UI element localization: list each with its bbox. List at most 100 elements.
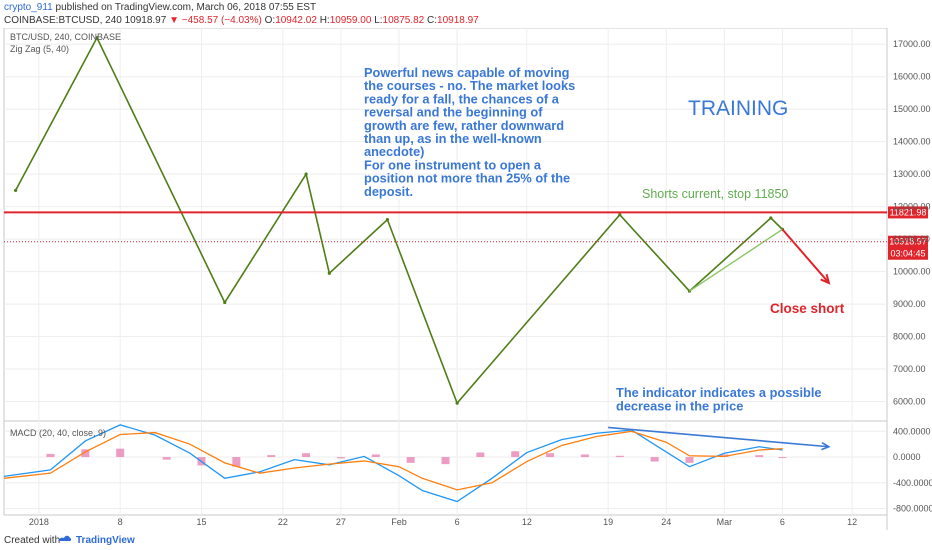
low-label: L: xyxy=(374,15,383,26)
zigzag-pivot xyxy=(223,300,227,305)
price-change: −458.57 (−4.03%) xyxy=(181,15,262,26)
zigzag-pivot xyxy=(385,218,390,222)
histogram-bar xyxy=(116,448,125,458)
horizontal-lines: 11821.98 10918.97 03:04:45 xyxy=(4,206,928,285)
time-tick-label: 19 xyxy=(603,517,613,527)
macd-tick-label: 0.0000 xyxy=(893,452,921,462)
price-tick-label: 7000.00 xyxy=(893,364,926,374)
shorts-stop-note: Shorts current, stop 11850 xyxy=(642,187,788,201)
arrow-head xyxy=(820,274,831,285)
zigzag-pivot xyxy=(455,401,459,405)
last-price: 10918.97 xyxy=(124,15,167,26)
high-value: 10959.00 xyxy=(329,15,372,26)
time-tick-label: 6 xyxy=(780,517,785,527)
symbol-header: COINBASE:BTCUSD, 240 10918.97 ▼ −458.57 … xyxy=(4,15,479,26)
histogram-bar xyxy=(232,457,241,467)
price-tag xyxy=(888,235,928,260)
publish-info: published on TradingView.com, March 06, … xyxy=(55,2,317,13)
time-tick-label: 2018 xyxy=(29,517,49,527)
time-tick-label: 22 xyxy=(278,517,288,527)
zigzag-pivot xyxy=(327,271,331,275)
histogram-bar xyxy=(81,449,90,458)
macd-trend-line xyxy=(608,426,829,448)
histogram-bar xyxy=(336,457,345,459)
time-tick-label: 15 xyxy=(197,517,207,527)
histogram-bar xyxy=(580,454,589,458)
price-tick-label: 11000.00 xyxy=(893,234,930,244)
time-tick-label: Feb xyxy=(391,517,407,527)
histogram-bar xyxy=(441,457,450,465)
price-tick-label: 17000.00 xyxy=(893,39,931,49)
price-tick-label: 8000.00 xyxy=(893,332,926,342)
close-label: C: xyxy=(427,15,438,26)
time-axis: 2018 8 15 22 27 Feb 6 12 19 24 Mar 6 12 xyxy=(29,517,857,527)
time-tick-label: 12 xyxy=(847,517,857,527)
tradingview-logo-icon xyxy=(59,535,72,541)
zigzag-pivot xyxy=(304,172,308,176)
zigzag-pivot xyxy=(618,213,622,217)
open-value: 10942.02 xyxy=(275,15,317,26)
histogram-bar xyxy=(406,457,415,463)
time-tick-label: 24 xyxy=(661,517,671,527)
macd-tick-label: 400.0000 xyxy=(893,426,931,436)
chart-canvas[interactable]: 11821.98 10918.97 03:04:45 6000.00 7000.00 8… xyxy=(0,28,932,530)
histogram-bar xyxy=(302,453,311,458)
histogram-bar xyxy=(778,457,787,459)
time-tick-label: 8 xyxy=(118,517,123,527)
close-short-note: Close short xyxy=(770,301,845,316)
down-arrow-icon: ▼ xyxy=(169,15,179,26)
macd-tick-label: -400.0000 xyxy=(893,478,932,488)
price-tick-label: 13000.00 xyxy=(893,169,931,179)
macd-arrow-head xyxy=(821,441,831,451)
histogram-bar xyxy=(755,455,764,458)
price-axis: 6000.00 7000.00 8000.00 9000.00 10000.00 1100… xyxy=(893,39,931,406)
open-label: O: xyxy=(264,15,276,26)
high-label: H: xyxy=(319,15,330,26)
histogram-bar xyxy=(650,457,659,462)
zigzag-indicator xyxy=(14,35,785,405)
price-tag xyxy=(888,206,928,219)
time-tick-label: Mar xyxy=(717,517,733,527)
tradingview-brand[interactable]: TradingView xyxy=(76,535,135,546)
histogram-bar xyxy=(267,455,276,458)
close-short-arrow xyxy=(781,228,830,284)
price-tick-label: 6000.00 xyxy=(893,397,926,407)
price-tick-label: 9000.00 xyxy=(893,299,926,309)
publish-header: crypto_911 published on TradingView.com,… xyxy=(4,2,316,13)
histogram-bar xyxy=(46,453,55,458)
analysis-note: Powerful news capable of moving the cours… xyxy=(364,65,575,199)
price-tick-label: 10000.00 xyxy=(893,267,931,277)
macd-series-line xyxy=(3,430,783,491)
price-tick-label: 12000.00 xyxy=(893,202,931,212)
histogram-bar xyxy=(511,451,520,458)
price-tick-label: 16000.00 xyxy=(893,72,931,82)
countdown-label: 03:04:45 xyxy=(890,249,925,259)
zigzag-pivot xyxy=(14,188,18,192)
zigzag-pivot xyxy=(769,216,773,220)
histogram-bar xyxy=(162,457,171,460)
created-with-text: Created with xyxy=(4,535,61,546)
zigzag-label: Zig Zag (5, 40) xyxy=(10,44,69,54)
author-link[interactable]: crypto_911 xyxy=(4,2,53,13)
macd-panel-title: MACD (20, 40, close, 9) xyxy=(10,428,106,438)
price-tag-label: 11821.98 xyxy=(890,207,927,217)
annotations: Powerful news capable of moving the cours… xyxy=(364,65,845,414)
time-tick-label: 12 xyxy=(522,517,532,527)
price-tick-label: 15000.00 xyxy=(893,104,931,114)
macd-lines xyxy=(3,424,831,503)
support-trend-line xyxy=(689,228,783,292)
price-tag-label: 10918.97 xyxy=(889,237,927,247)
training-label: TRAINING xyxy=(688,97,788,120)
macd-tick-label: -800.0000 xyxy=(893,504,932,514)
close-value: 10918.97 xyxy=(437,15,479,26)
zigzag-pivot xyxy=(95,36,99,40)
histogram-bar xyxy=(546,453,555,458)
symbol-label: COINBASE:BTCUSD, 240 xyxy=(4,15,122,26)
histogram-bar xyxy=(371,454,380,458)
price-panel-title: BTC/USD, 240, COINBASE xyxy=(10,32,121,42)
price-tick-label: 14000.00 xyxy=(893,137,931,147)
indicator-note: The indicator indicates a possible decrea… xyxy=(616,385,822,414)
histogram-bar xyxy=(476,452,485,458)
histogram-bar xyxy=(615,455,624,458)
footer: Created with TradingView xyxy=(0,530,932,550)
